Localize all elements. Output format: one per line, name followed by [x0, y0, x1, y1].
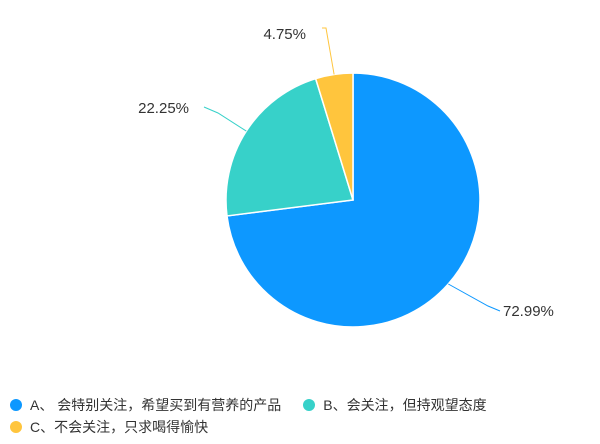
data-label-a: 72.99%	[503, 303, 554, 320]
data-label-b: 22.25%	[138, 100, 189, 117]
data-label-c: 4.75%	[263, 26, 306, 43]
leader-line-a	[448, 283, 501, 312]
legend-label-b: B、会关注，但持观望态度	[323, 397, 487, 413]
leader-line-c	[322, 27, 335, 75]
legend-label-c: C、不会关注，只求喝得愉快	[30, 419, 209, 435]
chart-legend: A、 会特别关注，希望买到有营养的产品 B、会关注，但持观望态度 C、不会关注，…	[10, 394, 600, 438]
legend-dot-c	[10, 421, 22, 433]
pie-slice-b[interactable]	[225, 77, 354, 217]
legend-item-c[interactable]: C、不会关注，只求喝得愉快	[10, 416, 208, 438]
legend-row-2: C、不会关注，只求喝得愉快	[10, 416, 600, 438]
legend-item-b[interactable]: B、会关注，但持观望态度	[303, 394, 487, 416]
legend-dot-b	[303, 399, 316, 411]
legend-row-1: A、 会特别关注，希望买到有营养的产品 B、会关注，但持观望态度	[10, 394, 600, 416]
pie-slice-c[interactable]	[314, 72, 354, 201]
pie-slices	[225, 72, 481, 328]
legend-item-a[interactable]: A、 会特别关注，希望买到有营养的产品	[10, 394, 281, 416]
leader-line-b	[203, 106, 247, 132]
pie-labels: 72.99% 22.25% 4.75%	[138, 26, 554, 320]
legend-dot-a	[10, 399, 22, 411]
legend-label-a: A、 会特别关注，希望买到有营养的产品	[30, 397, 282, 413]
